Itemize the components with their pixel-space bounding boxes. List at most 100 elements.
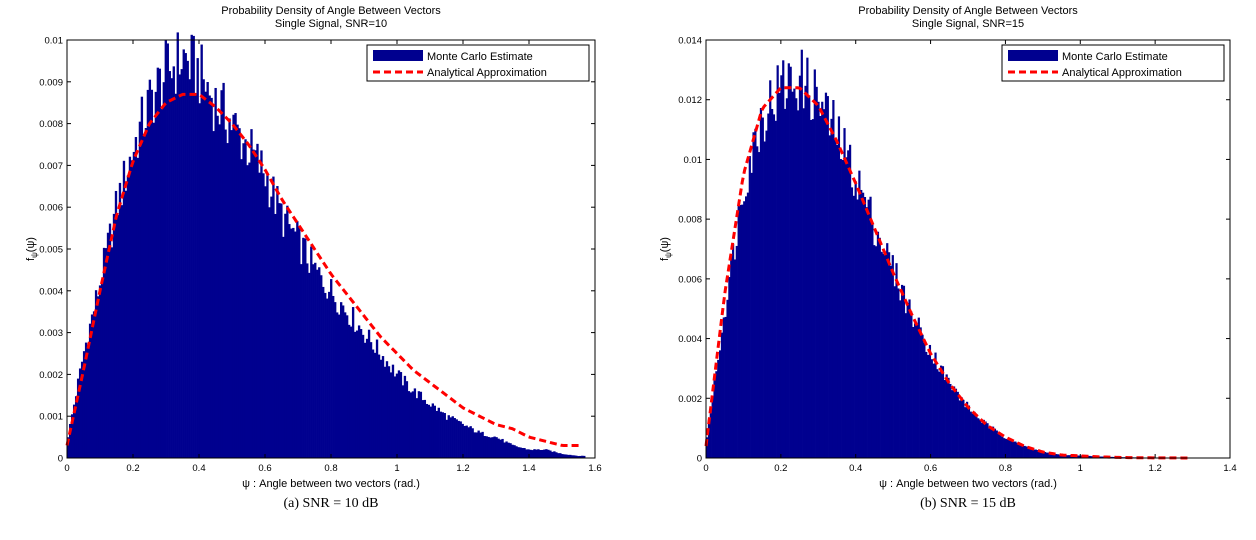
histogram-bar — [199, 103, 201, 458]
y-tick-label: 0.01 — [45, 36, 64, 47]
chart-title-line-2: Single Signal, SNR=15 — [912, 18, 1024, 30]
histogram-bar — [456, 419, 458, 458]
histogram-bar — [326, 299, 328, 458]
histogram-bar — [509, 443, 511, 458]
histogram-bar — [424, 400, 426, 458]
histogram-bar — [344, 312, 346, 458]
histogram-bar — [218, 124, 220, 458]
histogram-bar — [276, 186, 278, 458]
histogram-bar — [111, 247, 113, 458]
histogram-bar — [394, 376, 396, 458]
x-tick-label: 1.4 — [522, 463, 535, 474]
histogram-bar — [466, 426, 468, 458]
histogram-bar — [137, 158, 139, 458]
histogram-bar — [145, 128, 147, 458]
histogram-bar — [338, 315, 340, 458]
histogram-bar — [497, 439, 499, 458]
histogram-bar — [555, 452, 557, 458]
histogram-bar — [171, 78, 173, 458]
histogram-bar — [278, 203, 280, 458]
histogram-bar — [352, 307, 354, 458]
histogram-bar — [515, 446, 517, 458]
chart-title-line-1: Probability Density of Angle Between Vec… — [858, 5, 1078, 17]
x-axis-label: ψ : Angle between two vectors (rad.) — [242, 478, 420, 490]
chart-snr-10: Probability Density of Angle Between Vec… — [25, 5, 602, 511]
histogram-bar — [304, 238, 306, 458]
y-tick-label: 0.004 — [39, 286, 63, 297]
histogram-bar — [374, 353, 376, 458]
histogram-bar — [210, 98, 212, 458]
histogram-bar — [222, 83, 224, 458]
histogram-bar — [205, 92, 207, 458]
y-tick-label: 0 — [697, 454, 702, 465]
y-tick-label: 0.002 — [678, 394, 702, 405]
histogram-bar — [272, 177, 274, 458]
histogram-bar — [312, 264, 314, 458]
histogram-bar — [119, 183, 121, 458]
histogram-bar — [300, 264, 302, 458]
histogram-bar — [460, 421, 462, 458]
y-tick-label: 0.006 — [678, 274, 702, 285]
histogram-bar — [521, 448, 523, 458]
histogram-bar — [175, 94, 177, 458]
histogram-bar — [324, 293, 326, 458]
histogram-bar — [288, 224, 290, 458]
histogram-bar — [143, 134, 145, 458]
y-tick-label: 0.008 — [678, 215, 702, 226]
y-tick-label: 0.01 — [684, 155, 703, 166]
histogram-bar — [167, 43, 169, 458]
histogram-bar — [543, 450, 545, 458]
y-tick-label: 0.008 — [39, 119, 63, 130]
histogram-bar — [535, 450, 537, 458]
histogram-bar — [412, 391, 414, 458]
histogram-bar — [201, 45, 203, 458]
histogram-bar — [129, 157, 131, 458]
x-axis-label: ψ : Angle between two vectors (rad.) — [879, 478, 1057, 490]
histogram-bar — [228, 118, 230, 458]
histogram-bar — [113, 214, 115, 458]
histogram-bar — [75, 396, 77, 458]
histogram-bar — [382, 356, 384, 458]
histogram-bar — [236, 125, 238, 458]
x-tick-label: 1.6 — [588, 463, 601, 474]
histogram-bar — [342, 305, 344, 458]
histogram-bar — [328, 292, 330, 458]
histogram-bar — [398, 370, 400, 458]
histogram-bar — [390, 372, 392, 458]
histogram-bar — [93, 311, 95, 458]
x-tick-label: 1.4 — [1223, 463, 1236, 474]
histogram-bar — [462, 424, 464, 458]
histogram-bar — [147, 90, 149, 458]
histogram-bar — [308, 273, 310, 458]
histogram-bar — [85, 343, 87, 458]
histogram-bar — [157, 68, 159, 458]
histogram-bar — [348, 325, 350, 458]
histogram-bar — [410, 392, 412, 458]
histogram-bar — [244, 139, 246, 458]
histogram-bar — [420, 392, 422, 458]
legend-label-curve: Analytical Approximation — [427, 67, 547, 79]
histogram-bar — [430, 407, 432, 458]
histogram-bar — [109, 224, 111, 458]
histogram-bar — [464, 426, 466, 458]
histogram-bar — [246, 165, 248, 458]
histogram-bar — [189, 79, 191, 458]
histogram-bar — [537, 449, 539, 458]
histogram-bar — [364, 343, 366, 458]
histogram-bar — [232, 115, 234, 458]
histogram-bar — [151, 90, 153, 458]
histogram-bar — [262, 173, 264, 458]
histogram-bar — [350, 327, 352, 458]
histogram-bar — [242, 143, 244, 458]
histogram-bar — [406, 381, 408, 458]
histogram-bar — [155, 92, 157, 458]
histogram-bar — [254, 150, 256, 458]
histogram-bar — [416, 398, 418, 458]
histogram-bar — [187, 61, 189, 458]
histogram-bar — [452, 416, 454, 458]
histogram-bar — [549, 451, 551, 458]
histogram-bar — [493, 437, 495, 458]
y-tick-label: 0.001 — [39, 412, 63, 423]
histogram-bar — [476, 432, 478, 458]
